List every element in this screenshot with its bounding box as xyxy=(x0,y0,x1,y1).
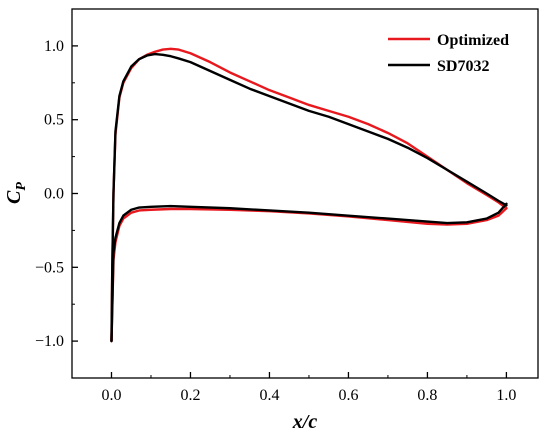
series-optimized-lower-line xyxy=(110,207,508,343)
x-tick-label: 0.8 xyxy=(417,387,437,404)
y-axis-ticks: −1.0 −0.5 0.0 0.5 1.0 xyxy=(35,38,78,350)
legend: Optimized SD7032 xyxy=(388,32,509,75)
y-tick-label: 0.0 xyxy=(44,186,64,203)
y-tick-label: −0.5 xyxy=(35,259,64,276)
x-tick-label: 1.0 xyxy=(496,387,516,404)
legend-label-optimized: Optimized xyxy=(437,32,509,49)
x-tick-label: 0.2 xyxy=(180,387,200,404)
y-tick-label: 1.0 xyxy=(44,38,64,55)
series-sd7032-lower-line xyxy=(110,202,508,343)
series-layer xyxy=(110,47,508,343)
x-tick-label: 0.6 xyxy=(338,387,358,404)
x-axis-title: x/c xyxy=(292,411,318,433)
y-axis-title-sub: P xyxy=(14,182,29,191)
series-sd7032-upper-line xyxy=(110,52,508,343)
y-tick-label: −1.0 xyxy=(35,333,64,350)
x-tick-label: 0.4 xyxy=(259,387,279,404)
legend-label-sd7032: SD7032 xyxy=(437,58,489,75)
y-axis-title: CP xyxy=(3,182,29,204)
y-axis-title-main: C xyxy=(3,190,25,204)
y-tick-label: 0.5 xyxy=(44,112,64,129)
x-tick-label: 0.0 xyxy=(101,387,121,404)
x-axis-ticks: 0.0 0.2 0.4 0.6 0.8 1.0 xyxy=(101,372,516,404)
series-optimized-upper-line xyxy=(110,47,508,343)
